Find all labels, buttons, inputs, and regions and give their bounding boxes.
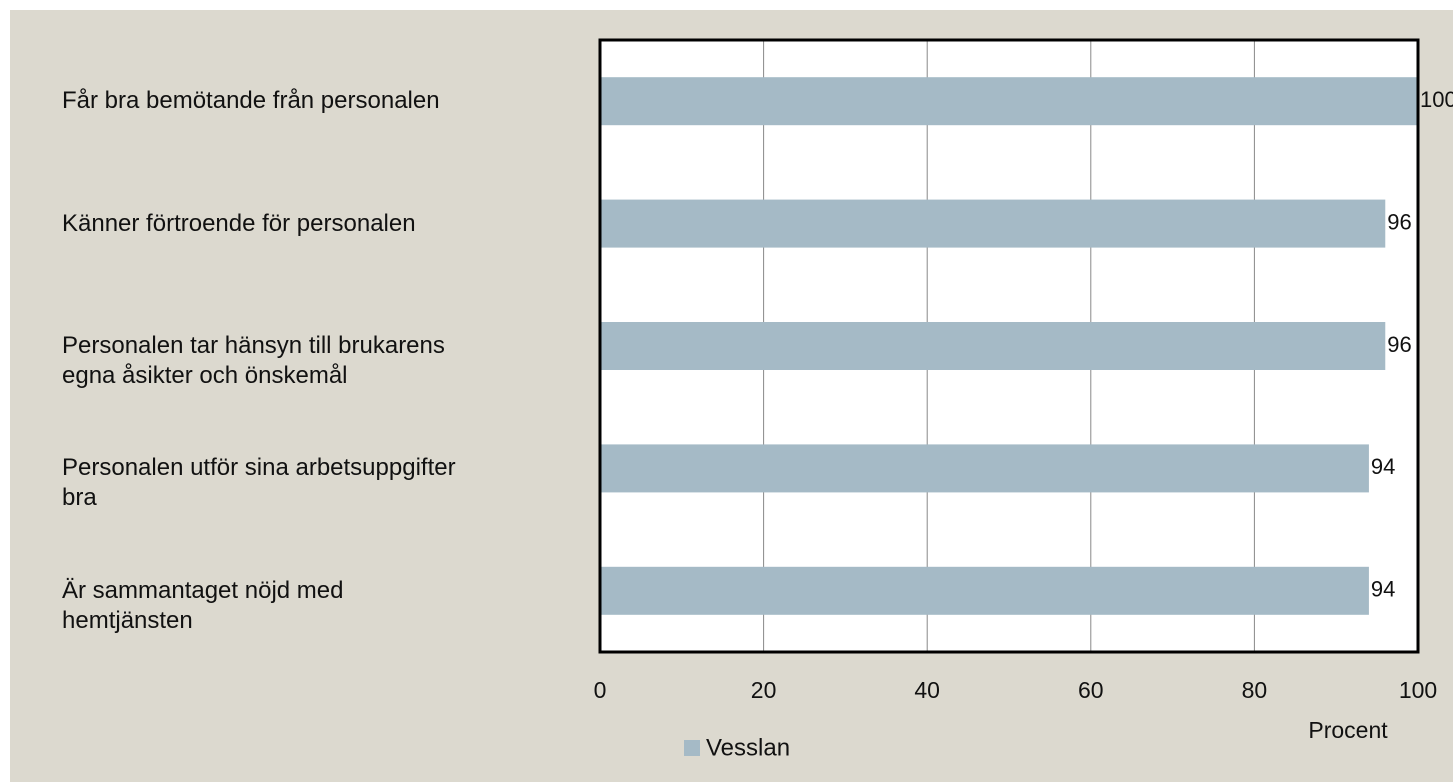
value-label: 96 [1387, 332, 1411, 357]
bar [600, 566, 1369, 615]
legend-swatch [684, 740, 700, 756]
x-tick-label: 0 [594, 677, 607, 703]
bar [600, 444, 1369, 493]
bar [600, 199, 1386, 248]
x-tick-label: 40 [914, 677, 940, 703]
x-tick-label: 80 [1242, 677, 1268, 703]
x-axis-label: Procent [1308, 717, 1388, 743]
legend-label: Vesslan [706, 734, 790, 761]
value-label: 94 [1371, 577, 1395, 602]
category-label: Känner förtroende för personalen [62, 209, 416, 237]
category-label: Är sammantaget nöjd med hemtjänsten [62, 576, 344, 634]
value-label: 100 [1420, 87, 1453, 112]
category-label: Får bra bemötande från personalen [62, 87, 440, 115]
plot-border [598, 38, 1420, 654]
bars [600, 77, 1418, 615]
x-tick-label: 100 [1399, 677, 1437, 703]
value-label: 94 [1371, 454, 1395, 479]
bar [600, 322, 1386, 370]
category-label: Personalen utför sina arbetsuppgifter br… [62, 454, 456, 512]
category-label: Personalen tar hänsyn till brukarens egn… [62, 332, 445, 389]
labels: 0 20 40 60 80 100 100 96 96 94 94 [594, 87, 1453, 703]
x-tick-label: 20 [751, 677, 777, 703]
value-label: 96 [1387, 209, 1411, 234]
x-tick-label: 60 [1078, 677, 1104, 703]
bar [600, 77, 1418, 126]
